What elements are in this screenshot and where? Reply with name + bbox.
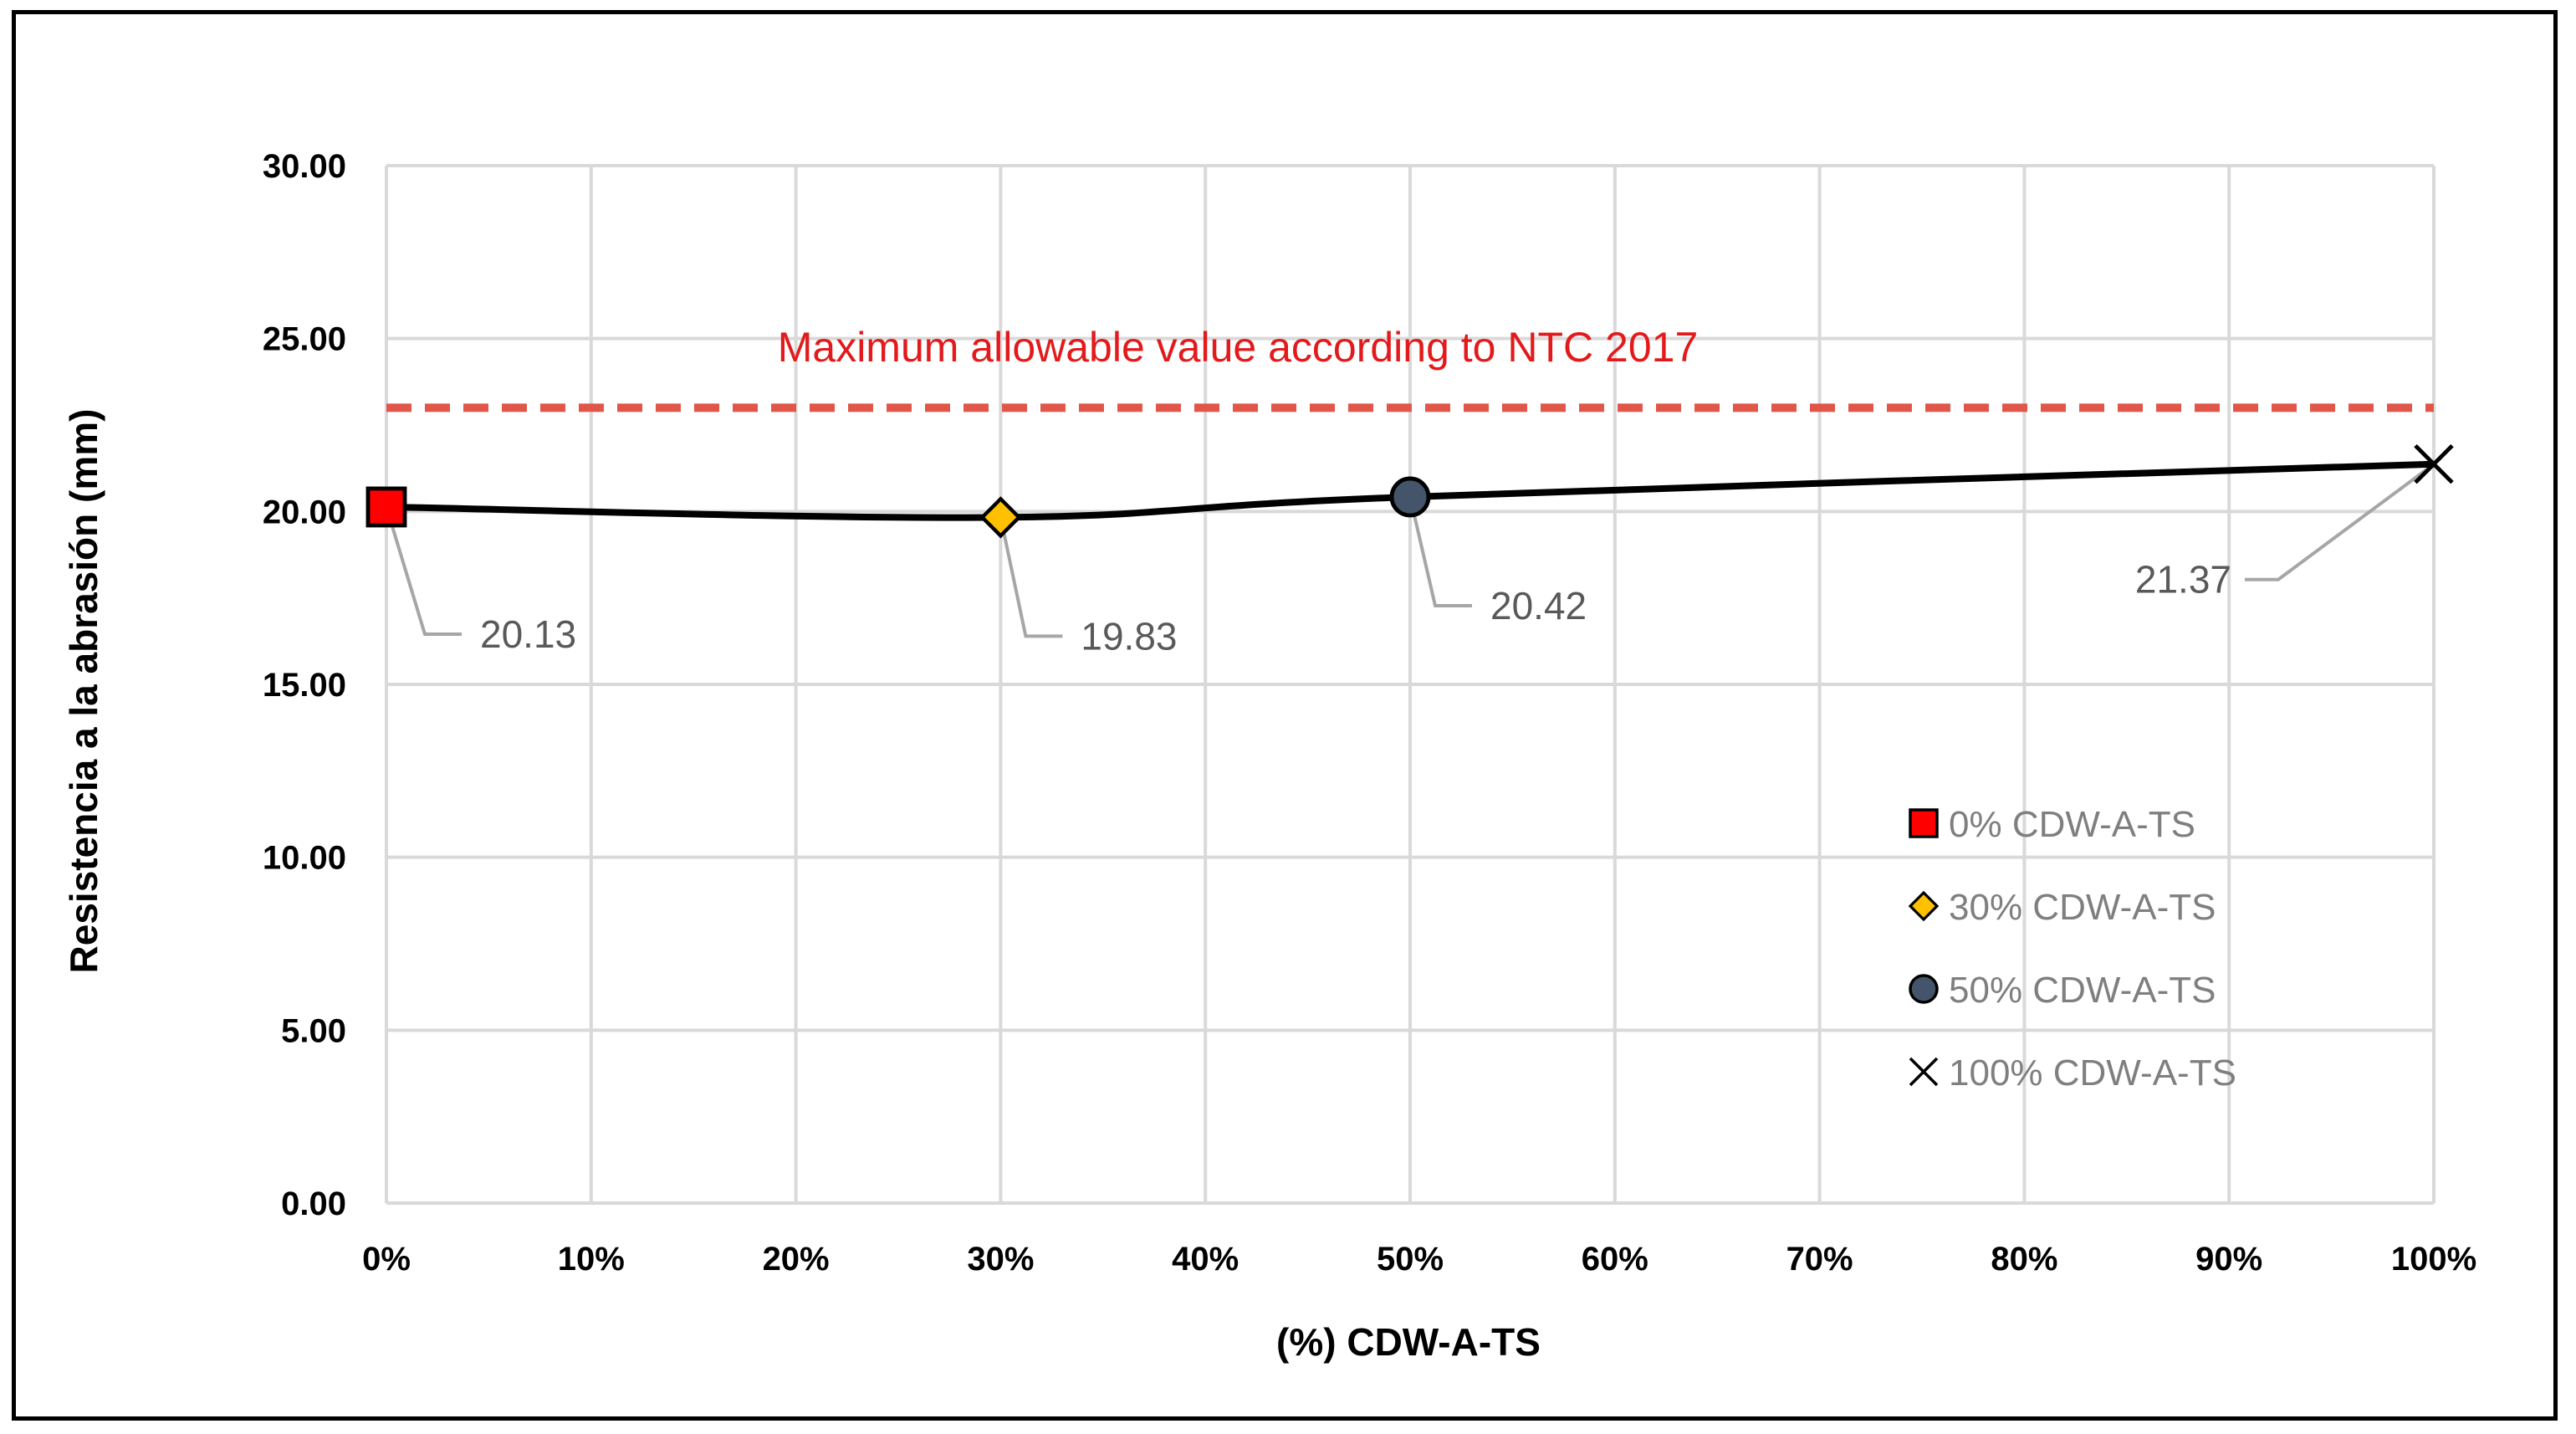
y-tick-labels: 0.00 5.00 10.00 15.00 20.00 25.00 30.00: [263, 148, 346, 1222]
y-axis-title: Resistencia a la abrasión (mm): [62, 409, 105, 974]
leader-line: [1408, 496, 1472, 607]
chart-frame: [12, 10, 2558, 1421]
x-tick-label: 90%: [2195, 1241, 2262, 1278]
x-tick-label: 50%: [1377, 1241, 1444, 1278]
x-tick-label: 60%: [1582, 1241, 1648, 1278]
y-tick-label: 25.00: [263, 321, 346, 358]
reference-line-label: Maximum allowable value according to NTC…: [778, 324, 1699, 371]
y-tick-label: 10.00: [263, 840, 346, 877]
leader-line: [2245, 463, 2435, 581]
grid-lines: [385, 164, 2435, 1205]
y-tick-label: 30.00: [263, 148, 346, 185]
x-tick-label: 10%: [558, 1241, 625, 1278]
data-labels: 20.13 19.83 20.42 21.37: [480, 558, 2231, 658]
data-point-marker: [979, 496, 1022, 539]
data-point-marker: [1389, 476, 1431, 518]
marker-x-stroke: [1909, 1057, 1939, 1087]
series-line: [386, 460, 2435, 521]
x-tick-labels: 0% 10% 20% 30% 40% 50% 60% 70% 80% 90% 100%: [362, 1241, 2476, 1278]
legend-marker: [1909, 808, 1939, 838]
data-label: 21.37: [2135, 558, 2231, 602]
data-label: 20.13: [480, 612, 576, 656]
leader-line: [999, 516, 1063, 638]
data-label: 19.83: [1081, 614, 1177, 658]
y-tick-label: 15.00: [263, 667, 346, 704]
x-tick-label: 40%: [1172, 1241, 1239, 1278]
legend-marker: [1908, 890, 1940, 922]
marker-x-stroke: [2414, 443, 2454, 484]
series-line-group: [386, 460, 2435, 521]
legend-entry-label: 30% CDW-A-TS: [1949, 887, 2216, 928]
series-markers: [365, 443, 2454, 539]
data-point-marker: [2414, 443, 2454, 484]
legend-entry-label: 0% CDW-A-TS: [1949, 804, 2195, 845]
legend: 0% CDW-A-TS 30% CDW-A-TS 50% CDW-A-TS 100% …: [1908, 804, 2236, 1093]
label-leader-lines: [385, 463, 2435, 638]
x-tick-label: 20%: [763, 1241, 830, 1278]
x-tick-label: 100%: [2391, 1241, 2476, 1278]
x-axis-title: (%) CDW-A-TS: [1276, 1320, 1541, 1364]
x-tick-label: 80%: [1991, 1241, 2057, 1278]
y-tick-label: 20.00: [263, 494, 346, 530]
y-tick-label: 5.00: [281, 1012, 346, 1049]
legend-marker: [1909, 974, 1939, 1004]
x-tick-label: 70%: [1786, 1241, 1853, 1278]
x-tick-label: 0%: [362, 1241, 411, 1278]
data-point-marker: [365, 486, 407, 528]
y-tick-label: 0.00: [281, 1186, 346, 1222]
legend-entry-label: 100% CDW-A-TS: [1949, 1052, 2236, 1093]
legend-entry-label: 50% CDW-A-TS: [1949, 970, 2216, 1011]
legend-marker: [1909, 1057, 1939, 1087]
x-tick-label: 30%: [967, 1241, 1034, 1278]
leader-line: [385, 506, 462, 636]
data-label: 20.42: [1490, 584, 1587, 627]
